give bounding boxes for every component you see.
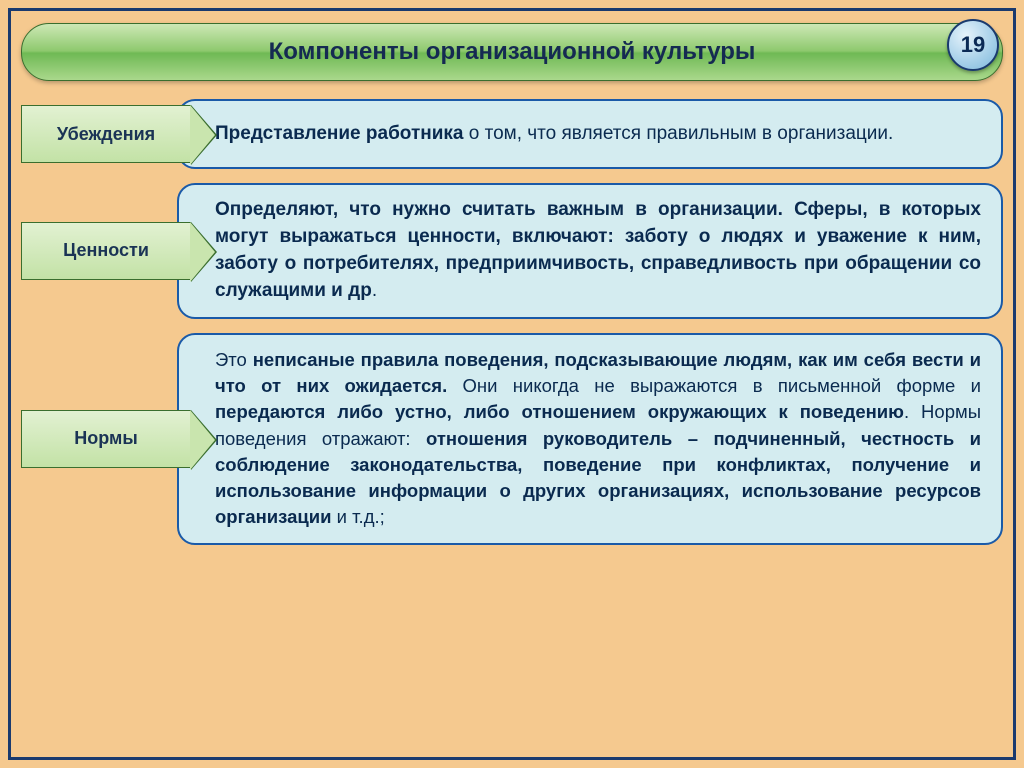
p4-plain: и т.д.; bbox=[332, 506, 385, 527]
page-number-badge: 19 bbox=[947, 19, 999, 71]
card-lead: Определяют, что нужно считать важным в о… bbox=[215, 199, 981, 301]
card-rest: о том, что является правильным в организ… bbox=[463, 123, 893, 144]
tag-label: Нормы bbox=[74, 428, 137, 449]
tag-label: Ценности bbox=[63, 240, 149, 261]
tag-label: Убеждения bbox=[57, 124, 155, 145]
tag-norms: Нормы bbox=[21, 410, 191, 468]
card-rest: . bbox=[372, 280, 377, 301]
p2-bold: передаются либо устно, либо отношением о… bbox=[215, 401, 904, 422]
p1-plain: Это bbox=[215, 349, 253, 370]
tag-values: Ценности bbox=[21, 222, 191, 280]
slide-title: Компоненты организационной культуры bbox=[269, 38, 756, 66]
card-beliefs: Представление работника о том, что являе… bbox=[177, 99, 1003, 169]
card-values: Определяют, что нужно считать важным в о… bbox=[177, 183, 1003, 319]
row-norms: Нормы Это неписаные правила поведения, п… bbox=[21, 333, 1003, 545]
card-norms: Это неписаные правила поведения, подсказ… bbox=[177, 333, 1003, 545]
title-pill: Компоненты организационной культуры bbox=[21, 23, 1003, 81]
p2-plain: Они никогда не выражаются в письменной ф… bbox=[447, 375, 981, 396]
row-values: Ценности Определяют, что нужно считать в… bbox=[21, 183, 1003, 319]
card-lead: Представление работника bbox=[215, 123, 463, 144]
title-bar: Компоненты организационной культуры 19 bbox=[21, 23, 1003, 81]
row-beliefs: Убеждения Представление работника о том,… bbox=[21, 99, 1003, 169]
slide-frame: Компоненты организационной культуры 19 У… bbox=[8, 8, 1016, 760]
tag-beliefs: Убеждения bbox=[21, 105, 191, 163]
